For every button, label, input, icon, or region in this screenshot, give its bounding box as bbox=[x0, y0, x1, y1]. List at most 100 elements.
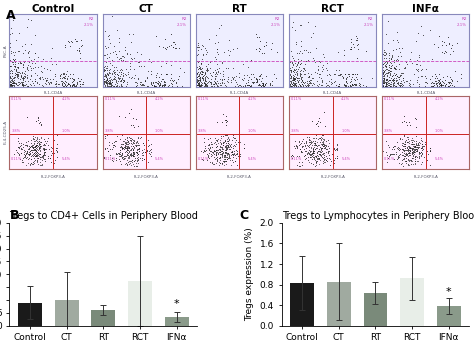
Point bbox=[14, 144, 21, 150]
Point bbox=[317, 145, 325, 150]
Point bbox=[11, 63, 18, 69]
Title: CT: CT bbox=[139, 4, 154, 14]
Point bbox=[447, 84, 455, 90]
Point bbox=[21, 42, 28, 47]
Point bbox=[11, 63, 18, 69]
Point bbox=[14, 138, 21, 144]
Point bbox=[414, 144, 422, 150]
Point bbox=[130, 144, 137, 149]
Point bbox=[425, 84, 433, 90]
Point bbox=[387, 84, 395, 90]
Point bbox=[435, 71, 443, 77]
Point bbox=[36, 147, 44, 153]
Point bbox=[227, 79, 235, 84]
Point bbox=[231, 83, 238, 89]
Point bbox=[227, 152, 234, 158]
Point bbox=[439, 79, 447, 85]
Point bbox=[228, 148, 236, 154]
Point bbox=[100, 66, 108, 72]
Point bbox=[160, 84, 168, 90]
Point bbox=[243, 80, 250, 86]
Point bbox=[407, 152, 414, 158]
Point bbox=[387, 68, 394, 74]
Point bbox=[302, 140, 310, 146]
Point bbox=[292, 83, 300, 88]
Point bbox=[221, 139, 228, 144]
Point bbox=[398, 152, 405, 158]
Point bbox=[253, 79, 260, 84]
Point bbox=[6, 83, 14, 89]
Point bbox=[414, 67, 421, 73]
Point bbox=[312, 153, 319, 159]
Point bbox=[392, 57, 400, 63]
Point bbox=[120, 153, 128, 159]
Point bbox=[436, 81, 443, 87]
Point bbox=[205, 150, 212, 156]
Point bbox=[24, 150, 31, 156]
Point bbox=[120, 146, 128, 152]
Point bbox=[203, 151, 211, 157]
Point bbox=[401, 64, 409, 69]
Point bbox=[383, 159, 391, 165]
Point bbox=[314, 120, 321, 125]
Point bbox=[319, 142, 326, 148]
Point bbox=[219, 73, 227, 78]
Point bbox=[8, 79, 15, 85]
Point bbox=[231, 135, 238, 140]
Point bbox=[312, 159, 320, 165]
Point bbox=[353, 38, 360, 43]
Point bbox=[193, 82, 201, 88]
Point bbox=[27, 18, 35, 23]
Point bbox=[134, 49, 141, 54]
Point bbox=[197, 76, 204, 82]
Point bbox=[62, 82, 69, 87]
Point bbox=[44, 155, 52, 161]
Point bbox=[220, 76, 228, 82]
Point bbox=[221, 156, 229, 162]
Point bbox=[158, 83, 165, 89]
Point bbox=[35, 145, 42, 151]
Point bbox=[418, 145, 425, 150]
Point bbox=[118, 77, 125, 83]
Point bbox=[224, 142, 231, 147]
Point bbox=[385, 153, 393, 159]
Point bbox=[219, 144, 226, 150]
Point bbox=[324, 82, 331, 87]
Point bbox=[63, 77, 71, 82]
Point bbox=[42, 150, 49, 155]
Point bbox=[10, 79, 18, 85]
Point bbox=[457, 75, 465, 81]
Point bbox=[42, 81, 50, 87]
Point bbox=[411, 145, 419, 150]
Point bbox=[227, 146, 234, 152]
Point bbox=[229, 134, 237, 140]
Point bbox=[211, 81, 219, 86]
Point bbox=[129, 150, 137, 155]
Point bbox=[62, 44, 69, 50]
Point bbox=[295, 142, 303, 148]
Point bbox=[226, 155, 233, 160]
Point bbox=[52, 147, 60, 153]
Point bbox=[6, 139, 13, 145]
Point bbox=[246, 84, 254, 90]
Point bbox=[305, 73, 313, 79]
Point bbox=[21, 74, 28, 80]
Point bbox=[9, 61, 17, 67]
Point bbox=[130, 159, 138, 164]
Point bbox=[312, 142, 320, 147]
Point bbox=[118, 145, 126, 151]
Point bbox=[320, 153, 328, 158]
Point bbox=[42, 78, 50, 84]
Point bbox=[19, 141, 27, 147]
Point bbox=[120, 144, 128, 150]
Point bbox=[48, 145, 56, 151]
Point bbox=[286, 81, 293, 86]
Point bbox=[388, 146, 395, 152]
Point bbox=[216, 155, 224, 161]
Point bbox=[9, 56, 17, 62]
Point bbox=[115, 150, 123, 155]
Point bbox=[306, 142, 313, 147]
Point bbox=[387, 79, 395, 85]
Bar bbox=[364, 293, 387, 326]
Point bbox=[36, 119, 44, 125]
